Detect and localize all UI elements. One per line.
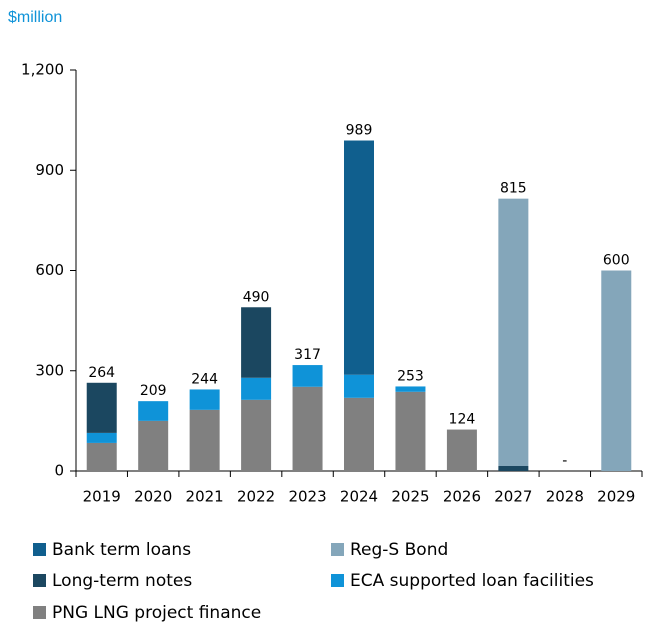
bar-segment	[395, 386, 426, 392]
bar-segment	[138, 401, 169, 421]
x-tick-label: 2022	[237, 488, 275, 506]
bar-segment	[446, 429, 477, 471]
y-tick-label: 0	[54, 462, 64, 480]
total-label: 244	[191, 371, 218, 387]
x-tick-label: 2024	[340, 488, 378, 506]
x-tick-label: 2028	[546, 488, 584, 506]
bar-segment	[498, 465, 529, 471]
legend-swatch	[33, 606, 46, 619]
total-label: 815	[500, 181, 527, 197]
bar-segment	[498, 198, 529, 466]
total-label: 124	[449, 412, 476, 428]
bar-segment	[189, 389, 220, 410]
legend-swatch	[331, 574, 344, 587]
total-label: 209	[140, 383, 167, 399]
x-tick-label: 2023	[288, 488, 326, 506]
x-tick-label: 2027	[494, 488, 532, 506]
bar-segment	[189, 409, 220, 471]
bar-segment	[601, 270, 632, 471]
y-axis-label: $million	[8, 9, 62, 26]
legend-swatch	[331, 543, 344, 556]
bar-segment	[292, 365, 323, 387]
x-tick-label: 2020	[134, 488, 172, 506]
legend-label: Long-term notes	[52, 571, 192, 591]
bar-segment	[86, 432, 117, 443]
bar-segment	[395, 391, 426, 471]
x-tick-label: 2019	[83, 488, 121, 506]
x-tick-label: 2021	[186, 488, 224, 506]
y-tick-label: 300	[35, 361, 64, 379]
bar-segment	[241, 307, 272, 378]
legend-label: Reg-S Bond	[350, 540, 448, 560]
y-tick-label: 900	[35, 161, 64, 179]
legend-label: Bank term loans	[52, 540, 191, 560]
total-label: -	[562, 453, 567, 469]
total-label: 600	[603, 253, 630, 269]
total-label: 989	[346, 123, 373, 139]
x-tick-label: 2025	[391, 488, 429, 506]
legend-swatch	[33, 574, 46, 587]
y-tick-label: 1,200	[21, 61, 64, 79]
bar-segment	[86, 382, 117, 433]
bar-segment	[344, 140, 374, 375]
legend-swatch	[33, 543, 46, 556]
total-label: 490	[243, 289, 270, 305]
legend-label: PNG LNG project finance	[52, 603, 261, 623]
y-tick-label: 600	[35, 261, 64, 279]
bar-segment	[344, 374, 374, 398]
total-label: 253	[397, 368, 424, 384]
bar-segment	[241, 399, 272, 471]
x-tick-label: 2029	[597, 488, 635, 506]
bar-segment	[86, 442, 117, 471]
total-label: 317	[294, 347, 321, 363]
bar-segment	[241, 377, 272, 400]
bar-segment	[344, 397, 374, 471]
total-label: 264	[88, 365, 115, 381]
legend-label: ECA supported loan facilities	[350, 571, 594, 591]
x-tick-label: 2026	[443, 488, 481, 506]
bar-segment	[292, 386, 323, 471]
bar-segment	[138, 420, 169, 471]
